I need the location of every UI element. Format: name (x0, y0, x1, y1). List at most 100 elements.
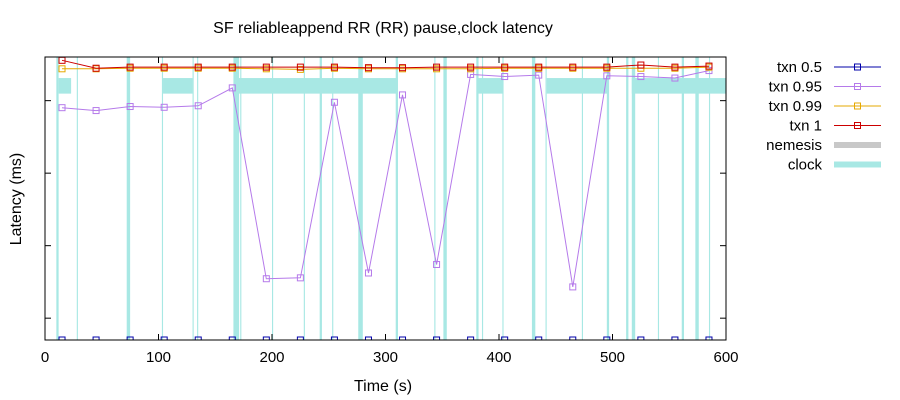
data-point (58, 104, 66, 112)
clock-band (631, 78, 726, 94)
data-point (330, 63, 338, 71)
clock-marker (545, 57, 547, 340)
legend-marker (854, 83, 861, 90)
x-tick-label: 0 (41, 349, 49, 366)
data-point (126, 63, 134, 71)
x-tick-label: 100 (146, 349, 171, 366)
legend-label: txn 0.99 (769, 98, 822, 115)
clock-marker (319, 57, 322, 340)
data-point (296, 336, 304, 340)
data-point (262, 275, 270, 283)
legend-label: clock (788, 157, 823, 174)
data-point (569, 283, 577, 291)
legend-marker (854, 63, 861, 71)
plot-frame (44, 56, 727, 341)
legend-swatch (834, 142, 881, 148)
data-point (637, 73, 645, 81)
data-point (364, 64, 372, 72)
x-axis-title: Time (s) (354, 378, 412, 395)
data-point (603, 72, 611, 80)
data-point (399, 64, 407, 72)
data-point (535, 336, 543, 340)
series-layer (58, 57, 713, 340)
clock-marker (695, 57, 699, 340)
data-point (433, 260, 441, 268)
clock-marker (681, 57, 685, 340)
data-point (228, 336, 236, 340)
data-point (603, 336, 611, 340)
data-point (262, 63, 270, 71)
legend-marker (854, 102, 861, 110)
clock-marker (708, 57, 711, 340)
axis-layer: 0 100 200 300 400 500 600 (41, 57, 739, 366)
clock-band (546, 78, 608, 94)
data-point (58, 65, 66, 73)
clock-marker (626, 57, 629, 340)
series-line (61, 70, 710, 287)
data-point (569, 63, 577, 71)
clock-marker (303, 57, 305, 340)
clock-marker (358, 57, 363, 340)
clock-marker (76, 57, 78, 340)
legend-label: txn 0.5 (777, 59, 822, 76)
legend-marker (854, 122, 861, 129)
data-point (501, 336, 509, 340)
data-point (535, 71, 543, 79)
clock-marker (192, 57, 194, 340)
series-line (62, 66, 710, 70)
data-point (160, 103, 168, 111)
clock-marker (443, 57, 447, 340)
data-point (364, 269, 372, 277)
data-point (228, 63, 236, 71)
data-point (194, 63, 202, 71)
legend: txn 0.5 txn 0.95 txn 0.99 txn 1 nemesis clock (766, 59, 881, 174)
clock-marker (161, 57, 164, 340)
clock-marker (581, 57, 583, 340)
data-point (705, 62, 713, 70)
data-point (228, 84, 236, 92)
clock-band (163, 78, 193, 94)
clock-marker (606, 57, 610, 340)
clock-marker (481, 57, 484, 340)
chart-title: SF reliableappend RR (RR) pause,clock la… (213, 20, 553, 37)
clock-marker (531, 57, 536, 340)
clock-band (58, 78, 72, 94)
data-point (58, 336, 66, 340)
data-point (364, 336, 372, 340)
clock-marker (502, 57, 504, 340)
legend-label: txn 1 (789, 118, 822, 135)
data-point (126, 103, 134, 111)
clock-marker (240, 57, 242, 340)
x-tick-label: 600 (713, 349, 738, 366)
data-point (433, 336, 441, 340)
data-point (92, 336, 100, 340)
data-point (671, 74, 679, 82)
data-point (296, 63, 304, 71)
data-point (501, 63, 509, 71)
data-point (160, 63, 168, 71)
clock-marker (233, 57, 240, 340)
clock-band (234, 78, 397, 94)
clock-layer (56, 57, 726, 340)
clock-marker (631, 57, 636, 340)
data-point (194, 336, 202, 340)
data-point (330, 98, 338, 106)
data-point (296, 274, 304, 282)
x-tick-label: 300 (373, 349, 398, 366)
x-tick-label: 400 (486, 349, 511, 366)
data-point (330, 336, 338, 340)
data-point (467, 336, 475, 340)
legend-label: txn 0.95 (769, 79, 822, 96)
data-point (399, 336, 407, 340)
data-point (92, 64, 100, 72)
data-point (671, 63, 679, 71)
clock-marker (197, 57, 199, 340)
clock-marker (657, 57, 660, 340)
series-line (61, 59, 710, 69)
data-point (705, 336, 713, 340)
data-point (399, 91, 407, 99)
data-point (92, 107, 100, 115)
x-tick-label: 500 (600, 349, 625, 366)
clock-marker (272, 57, 274, 340)
